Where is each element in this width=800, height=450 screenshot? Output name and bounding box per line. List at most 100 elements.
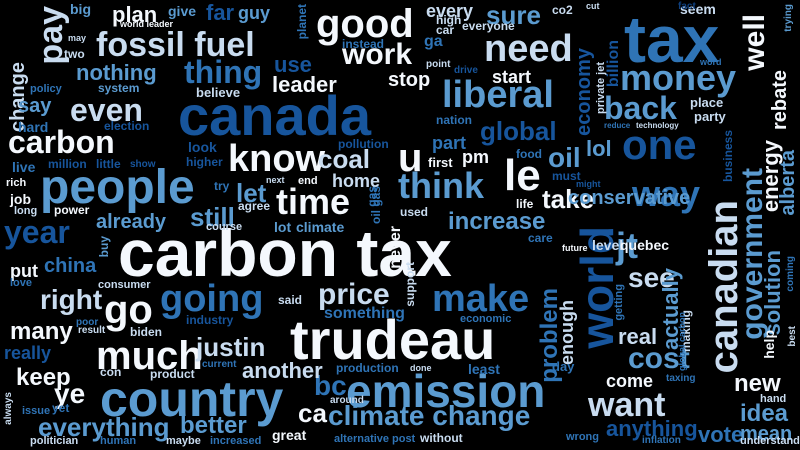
word: vote — [698, 422, 744, 447]
word: plan — [112, 2, 158, 27]
word: result — [78, 325, 106, 336]
word: better — [180, 412, 247, 439]
word: start — [492, 67, 532, 87]
word: best — [787, 326, 798, 347]
word: china — [44, 255, 97, 277]
word: trying — [783, 4, 794, 32]
word: cost — [628, 342, 690, 375]
word: price — [318, 278, 390, 311]
word: always — [3, 392, 14, 425]
word: economic — [460, 313, 512, 325]
word: future — [562, 243, 588, 253]
word: economy — [573, 48, 595, 136]
word: power — [54, 203, 90, 217]
word: coming — [785, 256, 796, 292]
word: solution — [760, 250, 785, 336]
word: reduce — [604, 121, 631, 130]
word: wrong — [566, 431, 599, 443]
word: live — [12, 159, 36, 175]
word: see — [628, 262, 675, 293]
word: still — [190, 202, 235, 232]
word: enough — [557, 300, 577, 365]
word: emission — [346, 365, 546, 417]
word: make — [432, 278, 530, 320]
word: country — [100, 371, 284, 427]
word: everyone — [462, 19, 515, 33]
word: pay — [32, 6, 70, 65]
word: ye — [54, 378, 86, 409]
word: hand — [760, 393, 787, 405]
word: well — [738, 14, 771, 71]
word: another — [242, 358, 323, 383]
word: justin — [196, 332, 266, 362]
word: without — [420, 431, 463, 445]
word: production — [336, 361, 399, 375]
word: global carbon — [677, 312, 687, 372]
word: pollution — [338, 137, 389, 151]
word: post — [392, 433, 416, 445]
word: conservative — [568, 187, 691, 209]
word: bc — [314, 370, 347, 401]
word: oil — [548, 142, 581, 173]
word: give — [168, 3, 197, 19]
word: already — [96, 211, 167, 233]
word: alberta — [777, 150, 799, 216]
word: politician — [30, 435, 79, 447]
word: quebec — [620, 237, 670, 253]
word: yet — [52, 401, 70, 415]
word: idea — [740, 400, 789, 427]
word: drive — [454, 65, 478, 76]
word: climate — [296, 219, 345, 235]
word: industry — [186, 313, 234, 327]
word: need — [484, 28, 573, 70]
word: people — [40, 161, 195, 214]
word: end — [298, 175, 318, 187]
word: try — [214, 179, 230, 193]
word: agree — [238, 199, 271, 213]
word: day — [552, 359, 575, 374]
word: system — [98, 81, 140, 95]
word: never — [387, 226, 404, 269]
word: nation — [436, 113, 472, 127]
word: getting — [613, 284, 625, 321]
word: le — [504, 151, 541, 200]
word: instead — [342, 37, 385, 51]
word: consumer — [98, 279, 151, 291]
word: global — [480, 116, 557, 146]
word: business — [721, 130, 735, 183]
word: alternative — [334, 433, 390, 445]
word: anything — [606, 416, 698, 441]
word: mean — [740, 423, 793, 445]
word: lot — [274, 219, 292, 235]
word: fact — [678, 1, 696, 12]
word: inflation — [642, 435, 681, 446]
word: high — [436, 13, 462, 27]
word: next — [266, 175, 285, 185]
word: product — [150, 367, 195, 381]
word: know — [228, 138, 326, 180]
word: may — [68, 33, 87, 43]
word: little — [96, 157, 121, 171]
word: really — [4, 343, 52, 363]
word: party — [694, 109, 726, 124]
word: year — [4, 214, 70, 250]
word: taxing — [666, 373, 696, 384]
word: good — [316, 2, 414, 46]
word: come — [606, 371, 654, 391]
word: going — [160, 278, 264, 320]
word: car — [436, 23, 455, 37]
word: think — [398, 165, 484, 206]
word: every — [426, 1, 474, 21]
word: go — [104, 288, 153, 332]
word: care — [528, 231, 553, 245]
word: used — [400, 205, 429, 219]
word: election — [104, 119, 150, 133]
word: rebate — [769, 70, 791, 131]
word: point — [426, 59, 451, 70]
word: show — [130, 159, 156, 170]
word: love — [10, 277, 33, 289]
word: billion — [605, 40, 622, 88]
word: leader — [272, 72, 337, 97]
word: help — [761, 330, 777, 359]
